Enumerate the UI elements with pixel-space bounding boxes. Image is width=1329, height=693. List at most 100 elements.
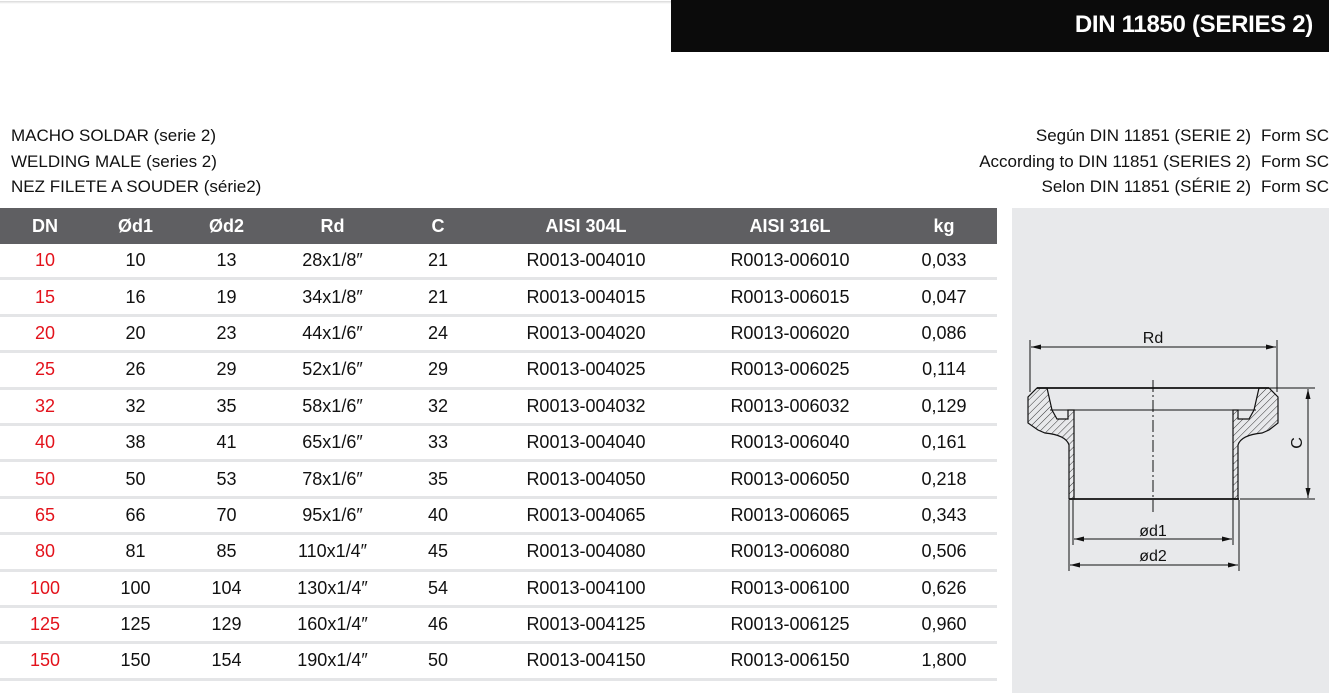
cell-d1: 100 (90, 570, 181, 608)
table-row: 125 125 129 160x1/4″ 46 R0013-004125 R0013-006… (0, 606, 997, 645)
column-header-aisi-316l: AISI 316L (689, 208, 891, 244)
column-header-c: C (393, 208, 483, 244)
cell-dn: 20 (0, 315, 90, 354)
cell-dn: 80 (0, 533, 90, 572)
table-row: 40 38 41 65x1/6″ 33 R0013-004040 R0013-006040 0… (0, 424, 997, 463)
cell-rd: 130x1/4″ (272, 570, 393, 608)
cell-aisi-316l: R0013-006125 (689, 606, 891, 645)
cell-kg: 0,033 (891, 244, 997, 281)
cell-c: 54 (393, 570, 483, 608)
c-label: C (1289, 437, 1306, 449)
cell-aisi-316l: R0013-006100 (689, 570, 891, 608)
cell-aisi-304l: R0013-004050 (483, 460, 689, 499)
cell-rd: 160x1/4″ (272, 606, 393, 645)
cell-kg: 1,800 (891, 642, 997, 681)
cell-d1: 38 (90, 424, 181, 463)
cell-c: 45 (393, 533, 483, 572)
cell-aisi-304l: R0013-004025 (483, 351, 689, 390)
cell-rd: 190x1/4″ (272, 642, 393, 681)
section-hatch-left (1027, 387, 1075, 500)
cell-dn: 65 (0, 497, 90, 536)
cell-aisi-316l: R0013-006040 (689, 424, 891, 463)
cell-d2: 35 (181, 388, 272, 426)
cell-dn: 100 (0, 570, 90, 608)
column-header-rd: Rd (272, 208, 393, 244)
cell-aisi-316l: R0013-006050 (689, 460, 891, 499)
cell-kg: 0,161 (891, 424, 997, 463)
cell-c: 40 (393, 497, 483, 536)
page-title: DIN 11850 (SERIES 2) (1074, 11, 1313, 38)
technical-drawing-panel: Rd ød1 ød2 C (1012, 208, 1329, 693)
table-row: 15 16 19 34x1/8″ 21 R0013-004015 R0013-006015 0… (0, 278, 997, 317)
product-name-en: WELDING MALE (series 2) (11, 151, 217, 171)
cell-d2: 85 (181, 533, 272, 572)
cell-kg: 0,218 (891, 460, 997, 499)
table-row: 32 32 35 58x1/6″ 32 R0013-004032 R0013-006032 0… (0, 388, 997, 426)
cell-kg: 0,343 (891, 497, 997, 536)
product-name-fr: NEZ FILETE A SOUDER (série2) (11, 177, 262, 196)
cell-kg: 0,086 (891, 315, 997, 354)
table-row: 20 20 23 44x1/6″ 24 R0013-004020 R0013-006020 0… (0, 315, 997, 354)
cell-d1: 150 (90, 642, 181, 681)
cell-aisi-304l: R0013-004032 (483, 388, 689, 426)
cell-d1: 81 (90, 533, 181, 572)
cell-d2: 70 (181, 497, 272, 536)
cell-d2: 13 (181, 244, 272, 281)
dimensions-table: DN Ød1 Ød2 Rd C AISI 304L AISI 316L kg 10 10 13 28… (0, 208, 997, 681)
fitting-cross-section-drawing: Rd ød1 ød2 C (1027, 330, 1315, 571)
column-header-kg: kg (891, 208, 997, 244)
arrowheads (1031, 344, 1311, 568)
cell-d1: 20 (90, 315, 181, 354)
cell-d2: 154 (181, 642, 272, 681)
cell-c: 29 (393, 351, 483, 390)
d1-label: ød1 (1139, 523, 1167, 540)
cell-dn: 50 (0, 460, 90, 499)
cell-d1: 125 (90, 606, 181, 645)
cell-aisi-316l: R0013-006080 (689, 533, 891, 572)
cell-rd: 34x1/8″ (272, 278, 393, 317)
table-row: 80 81 85 110x1/4″ 45 R0013-004080 R0013-006080… (0, 533, 997, 572)
standard-text: According to DIN 11851 (SERIES 2) (979, 151, 1251, 171)
cell-aisi-316l: R0013-006025 (689, 351, 891, 390)
cell-c: 35 (393, 460, 483, 499)
standard-text: Según DIN 11851 (SERIE 2) (1035, 126, 1251, 145)
column-header-aisi-304l: AISI 304L (483, 208, 689, 244)
cell-dn: 10 (0, 244, 90, 281)
cell-aisi-316l: R0013-006150 (689, 642, 891, 681)
cell-dn: 15 (0, 278, 90, 317)
cell-rd: 95x1/6″ (272, 497, 393, 536)
cell-d1: 10 (90, 244, 181, 281)
column-header-d2: Ød2 (181, 208, 272, 244)
cell-kg: 0,626 (891, 570, 997, 608)
cell-d2: 104 (181, 570, 272, 608)
cell-aisi-316l: R0013-006020 (689, 315, 891, 354)
cell-aisi-304l: R0013-004010 (483, 244, 689, 281)
cell-kg: 0,960 (891, 606, 997, 645)
cell-aisi-316l: R0013-006015 (689, 278, 891, 317)
cell-d2: 19 (181, 278, 272, 317)
top-rule (0, 1, 671, 4)
cell-rd: 78x1/6″ (272, 460, 393, 499)
cell-rd: 65x1/6″ (272, 424, 393, 463)
cell-d2: 53 (181, 460, 272, 499)
standard-note-en: According to DIN 11851 (SERIES 2) Form SC (979, 149, 1329, 175)
cell-dn: 25 (0, 351, 90, 390)
rd-label: Rd (1143, 330, 1163, 347)
cell-dn: 32 (0, 388, 90, 426)
cell-c: 21 (393, 244, 483, 281)
cell-c: 24 (393, 315, 483, 354)
cell-aisi-304l: R0013-004125 (483, 606, 689, 645)
cell-d2: 129 (181, 606, 272, 645)
form-label: Form SC (1261, 177, 1329, 196)
table-row: 65 66 70 95x1/6″ 40 R0013-004065 R0013-006065 0… (0, 497, 997, 536)
cell-d2: 41 (181, 424, 272, 463)
column-header-dn: DN (0, 208, 90, 244)
cell-aisi-304l: R0013-004020 (483, 315, 689, 354)
cell-dn: 40 (0, 424, 90, 463)
cell-kg: 0,114 (891, 351, 997, 390)
cell-aisi-316l: R0013-006010 (689, 244, 891, 281)
cell-d2: 29 (181, 351, 272, 390)
section-hatch-right (1232, 387, 1279, 500)
cell-c: 21 (393, 278, 483, 317)
table-row: 150 150 154 190x1/4″ 50 R0013-004150 R0013-006… (0, 642, 997, 681)
